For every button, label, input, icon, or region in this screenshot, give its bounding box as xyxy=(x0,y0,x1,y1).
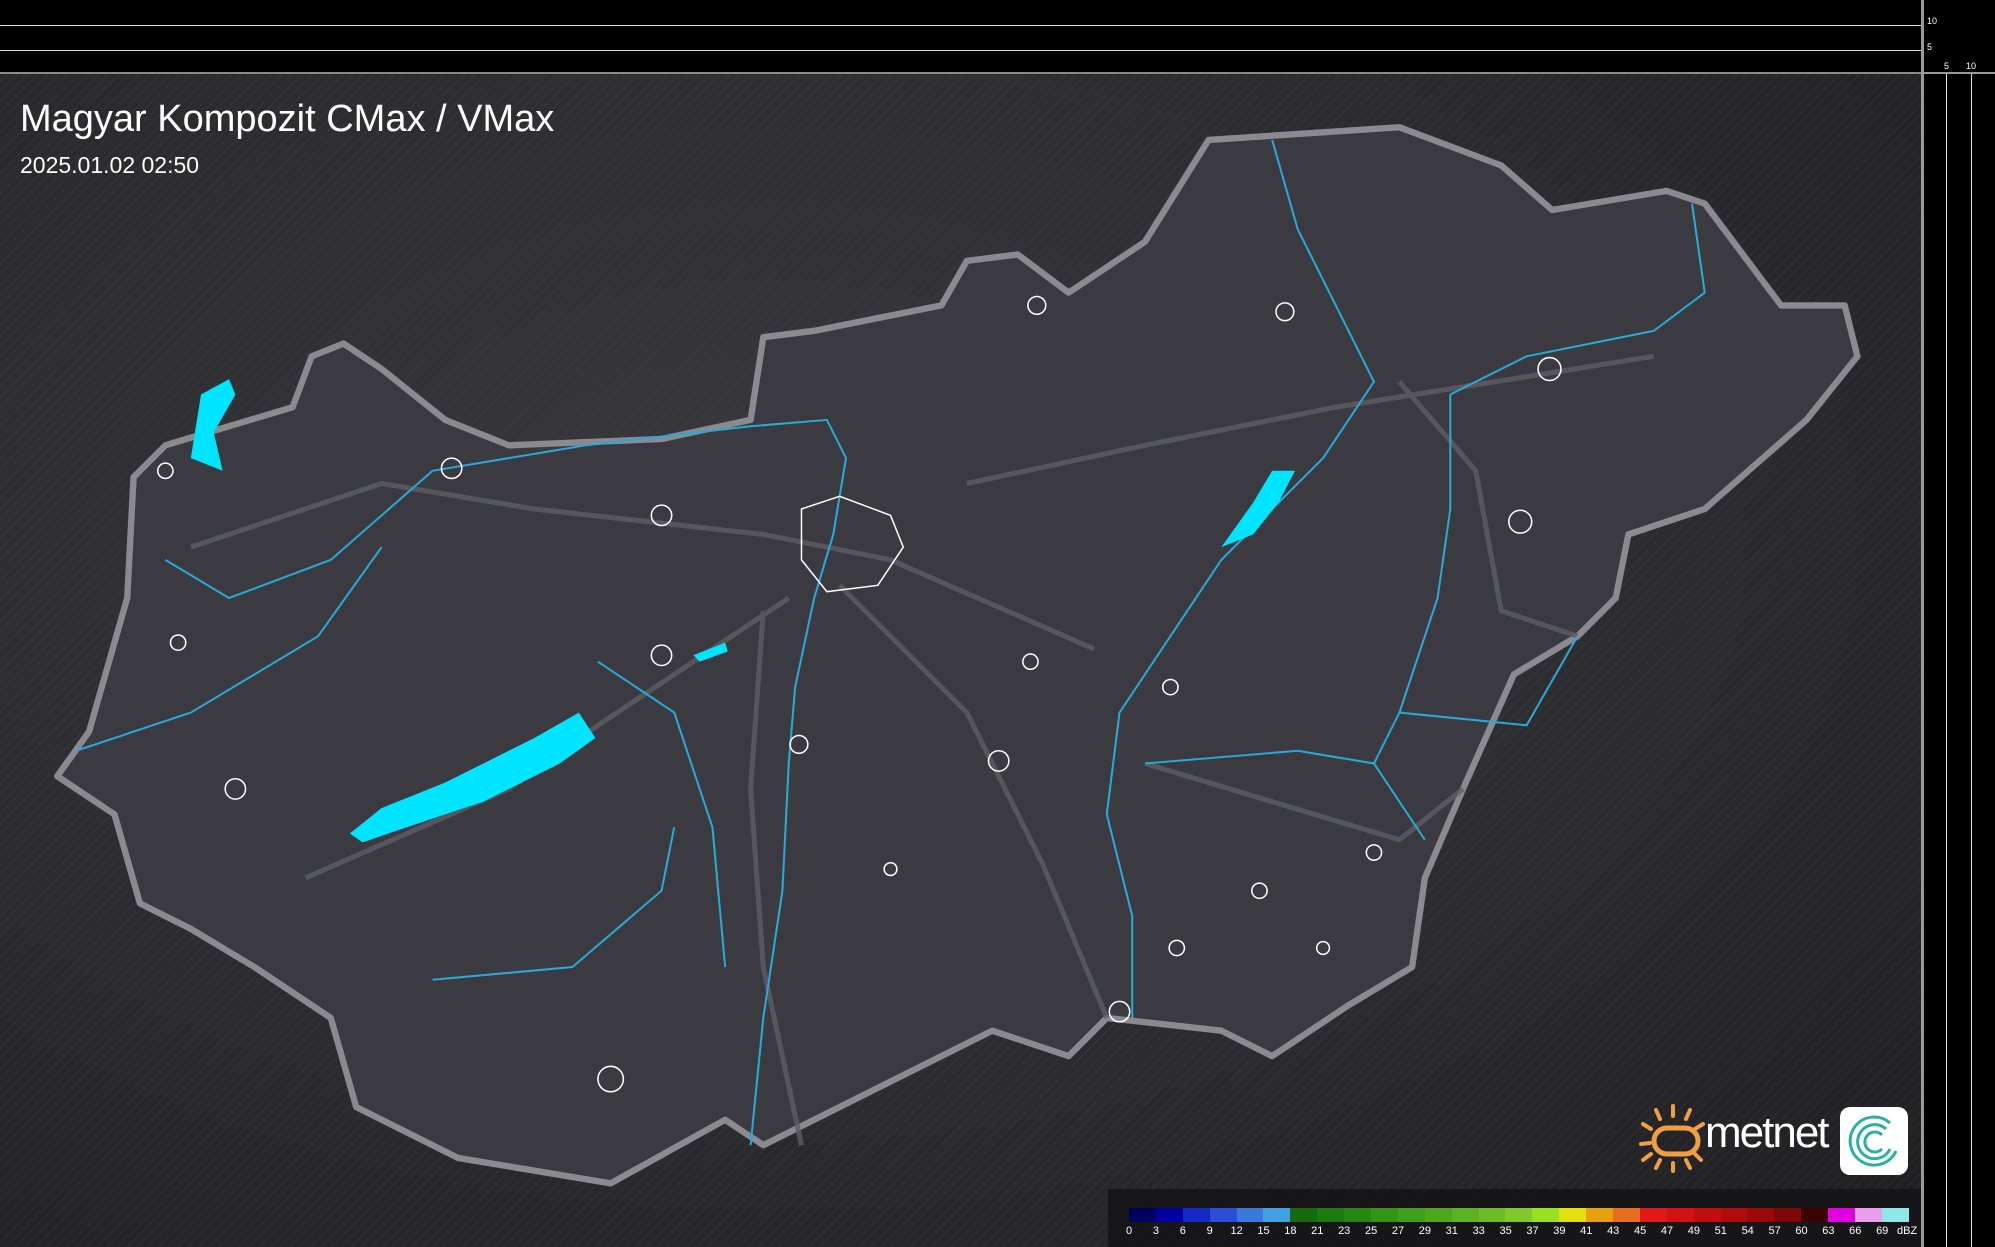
legend-label: 25 xyxy=(1364,1225,1378,1237)
lake-neusiedl xyxy=(190,379,236,471)
legend-swatch xyxy=(1182,1208,1210,1222)
right-tick-label: 5 xyxy=(1944,61,1950,71)
top-tick-label: 5 xyxy=(1927,42,1933,52)
legend-swatch xyxy=(1371,1208,1398,1222)
legend-label: 31 xyxy=(1445,1225,1458,1237)
legend-label: 0 xyxy=(1125,1225,1133,1237)
radar-map[interactable] xyxy=(0,73,1921,1247)
scale-line-5 xyxy=(0,50,1921,51)
legend-swatch xyxy=(1317,1208,1345,1222)
legend-label: 45 xyxy=(1633,1225,1647,1237)
legend-label: 47 xyxy=(1660,1225,1674,1237)
legend-label: 57 xyxy=(1768,1225,1781,1237)
legend-label: 3 xyxy=(1152,1225,1159,1237)
legend-swatch xyxy=(1639,1208,1667,1222)
legend-label: 27 xyxy=(1391,1225,1405,1237)
legend-swatch xyxy=(1693,1208,1721,1222)
legend-swatch xyxy=(1424,1208,1452,1222)
legend-label: 41 xyxy=(1580,1225,1593,1237)
legend-swatch xyxy=(1532,1208,1560,1222)
legend-label: 49 xyxy=(1687,1225,1701,1237)
right-tick-label: 10 xyxy=(1966,61,1977,71)
legend-label: 15 xyxy=(1257,1225,1270,1237)
legend-label: 66 xyxy=(1849,1225,1862,1237)
scale-line-10 xyxy=(0,25,1921,26)
legend-label: 35 xyxy=(1499,1225,1512,1237)
lake-velence xyxy=(693,642,728,662)
lake-tisza xyxy=(1221,470,1296,548)
legend-label: 39 xyxy=(1553,1225,1566,1237)
legend-label: 60 xyxy=(1795,1225,1808,1237)
legend-swatches xyxy=(1129,1208,1909,1222)
legend-swatch xyxy=(1451,1208,1479,1222)
metnet-sun-icon xyxy=(1638,1102,1708,1179)
legend-swatch xyxy=(1505,1208,1533,1222)
legend-label: 23 xyxy=(1338,1225,1351,1237)
legend-swatch xyxy=(1559,1208,1587,1222)
legend-swatch xyxy=(1129,1208,1156,1222)
legend-label: 51 xyxy=(1714,1225,1727,1237)
legend-swatch xyxy=(1209,1208,1237,1222)
legend-swatch xyxy=(1828,1208,1856,1222)
legend-label: 43 xyxy=(1607,1225,1620,1237)
legend-swatch xyxy=(1397,1208,1425,1222)
map-canvas xyxy=(0,73,1921,1247)
scale-line-10 xyxy=(1971,74,1972,1247)
lakes xyxy=(190,379,1296,843)
top-tick-label: 10 xyxy=(1927,16,1938,26)
legend-swatch xyxy=(1236,1208,1264,1222)
legend-swatch xyxy=(1613,1208,1640,1222)
legend-label: 6 xyxy=(1179,1225,1186,1237)
legend-swatch xyxy=(1747,1208,1775,1222)
legend-swatch xyxy=(1720,1208,1748,1222)
legend-swatch xyxy=(1881,1208,1909,1222)
legend-swatch xyxy=(1666,1208,1694,1222)
legend-label: 9 xyxy=(1206,1225,1213,1237)
legend-label: 54 xyxy=(1741,1225,1754,1237)
legend-label: 69 xyxy=(1876,1225,1889,1237)
app-logo-icon xyxy=(1840,1107,1908,1175)
scale-line-5 xyxy=(1946,74,1947,1247)
legend-label: 18 xyxy=(1284,1225,1297,1237)
right-scale-bar: 10 5 5 10 xyxy=(1921,0,1995,1247)
legend-swatch xyxy=(1478,1208,1506,1222)
legend-label: 33 xyxy=(1472,1225,1485,1237)
legend-swatch xyxy=(1801,1208,1829,1222)
top-scale-bar xyxy=(0,0,1921,74)
legend-label: 63 xyxy=(1822,1225,1835,1237)
legend-label: 29 xyxy=(1418,1225,1432,1237)
legend-swatch xyxy=(1855,1208,1882,1222)
legend-swatch xyxy=(1290,1208,1318,1222)
rivers xyxy=(76,139,1706,1146)
scale-divider xyxy=(1924,72,1995,74)
legend-label: 37 xyxy=(1526,1225,1539,1237)
legend-label: 21 xyxy=(1311,1225,1324,1237)
legend-swatch xyxy=(1774,1208,1802,1222)
legend-swatch xyxy=(1263,1208,1291,1222)
legend-swatch xyxy=(1586,1208,1614,1222)
lake-balaton xyxy=(349,712,596,843)
legend-label: 12 xyxy=(1230,1225,1243,1237)
metnet-logo-text: metnet xyxy=(1705,1108,1830,1157)
legend-swatch xyxy=(1344,1208,1372,1222)
legend-unit: dBZ xyxy=(1897,1225,1918,1237)
dbz-color-legend: 0 3 6 9 12 15 18 21 23 25 27 29 31 33 35 37 39 41 43 45 47 49… xyxy=(1108,1189,1921,1247)
map-datetime: 2025.01.02 02:50 xyxy=(20,152,200,178)
legend-swatch xyxy=(1155,1208,1183,1222)
map-title: Magyar Kompozit CMax / VMax xyxy=(20,98,555,140)
city-outlines xyxy=(156,295,1562,1093)
